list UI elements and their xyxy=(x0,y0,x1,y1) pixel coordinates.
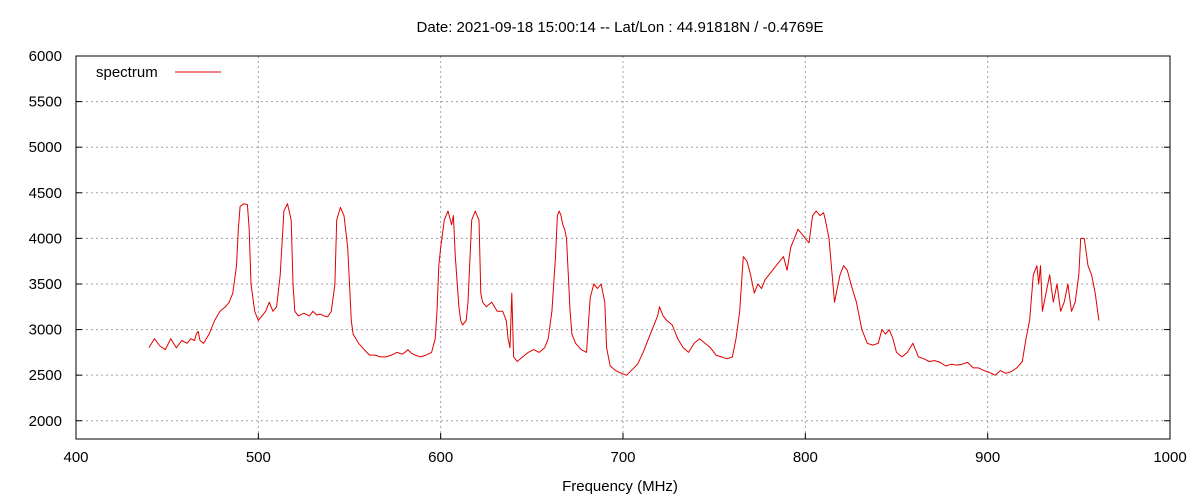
y-tick-label: 4000 xyxy=(29,230,62,247)
y-tick-label: 6000 xyxy=(29,48,62,65)
series-layer xyxy=(148,203,1100,376)
y-tick-label: 5500 xyxy=(29,94,62,111)
x-tick-label: 700 xyxy=(610,449,635,466)
chart-title: Date: 2021-09-18 15:00:14 -- Lat/Lon : 4… xyxy=(417,19,824,36)
y-axis-ticks: 2000 2500 3000 3500 4000 4500 5000 5500 6000 xyxy=(29,48,1170,430)
y-tick-label: 2000 xyxy=(29,413,62,430)
x-tick-label: 500 xyxy=(246,449,271,466)
x-tick-label: 800 xyxy=(793,449,818,466)
x-axis-ticks: 400 500 600 700 800 900 1000 xyxy=(63,433,1187,466)
y-tick-label: 2500 xyxy=(29,367,62,384)
x-tick-label: 900 xyxy=(975,449,1000,466)
y-tick-label: 3000 xyxy=(29,322,62,339)
legend-label: spectrum xyxy=(96,64,158,81)
y-tick-label: 5000 xyxy=(29,139,62,156)
x-tick-label: 600 xyxy=(428,449,453,466)
y-tick-label: 3500 xyxy=(29,276,62,293)
legend: spectrum xyxy=(96,64,221,81)
x-tick-label: 1000 xyxy=(1153,449,1186,466)
x-axis-label: Frequency (MHz) xyxy=(562,478,678,495)
plot-frame xyxy=(75,55,1171,440)
y-tick-label: 4500 xyxy=(29,185,62,202)
grid-lines xyxy=(76,56,1170,439)
x-tick-label: 400 xyxy=(63,449,88,466)
series-line-spectrum xyxy=(148,203,1100,376)
